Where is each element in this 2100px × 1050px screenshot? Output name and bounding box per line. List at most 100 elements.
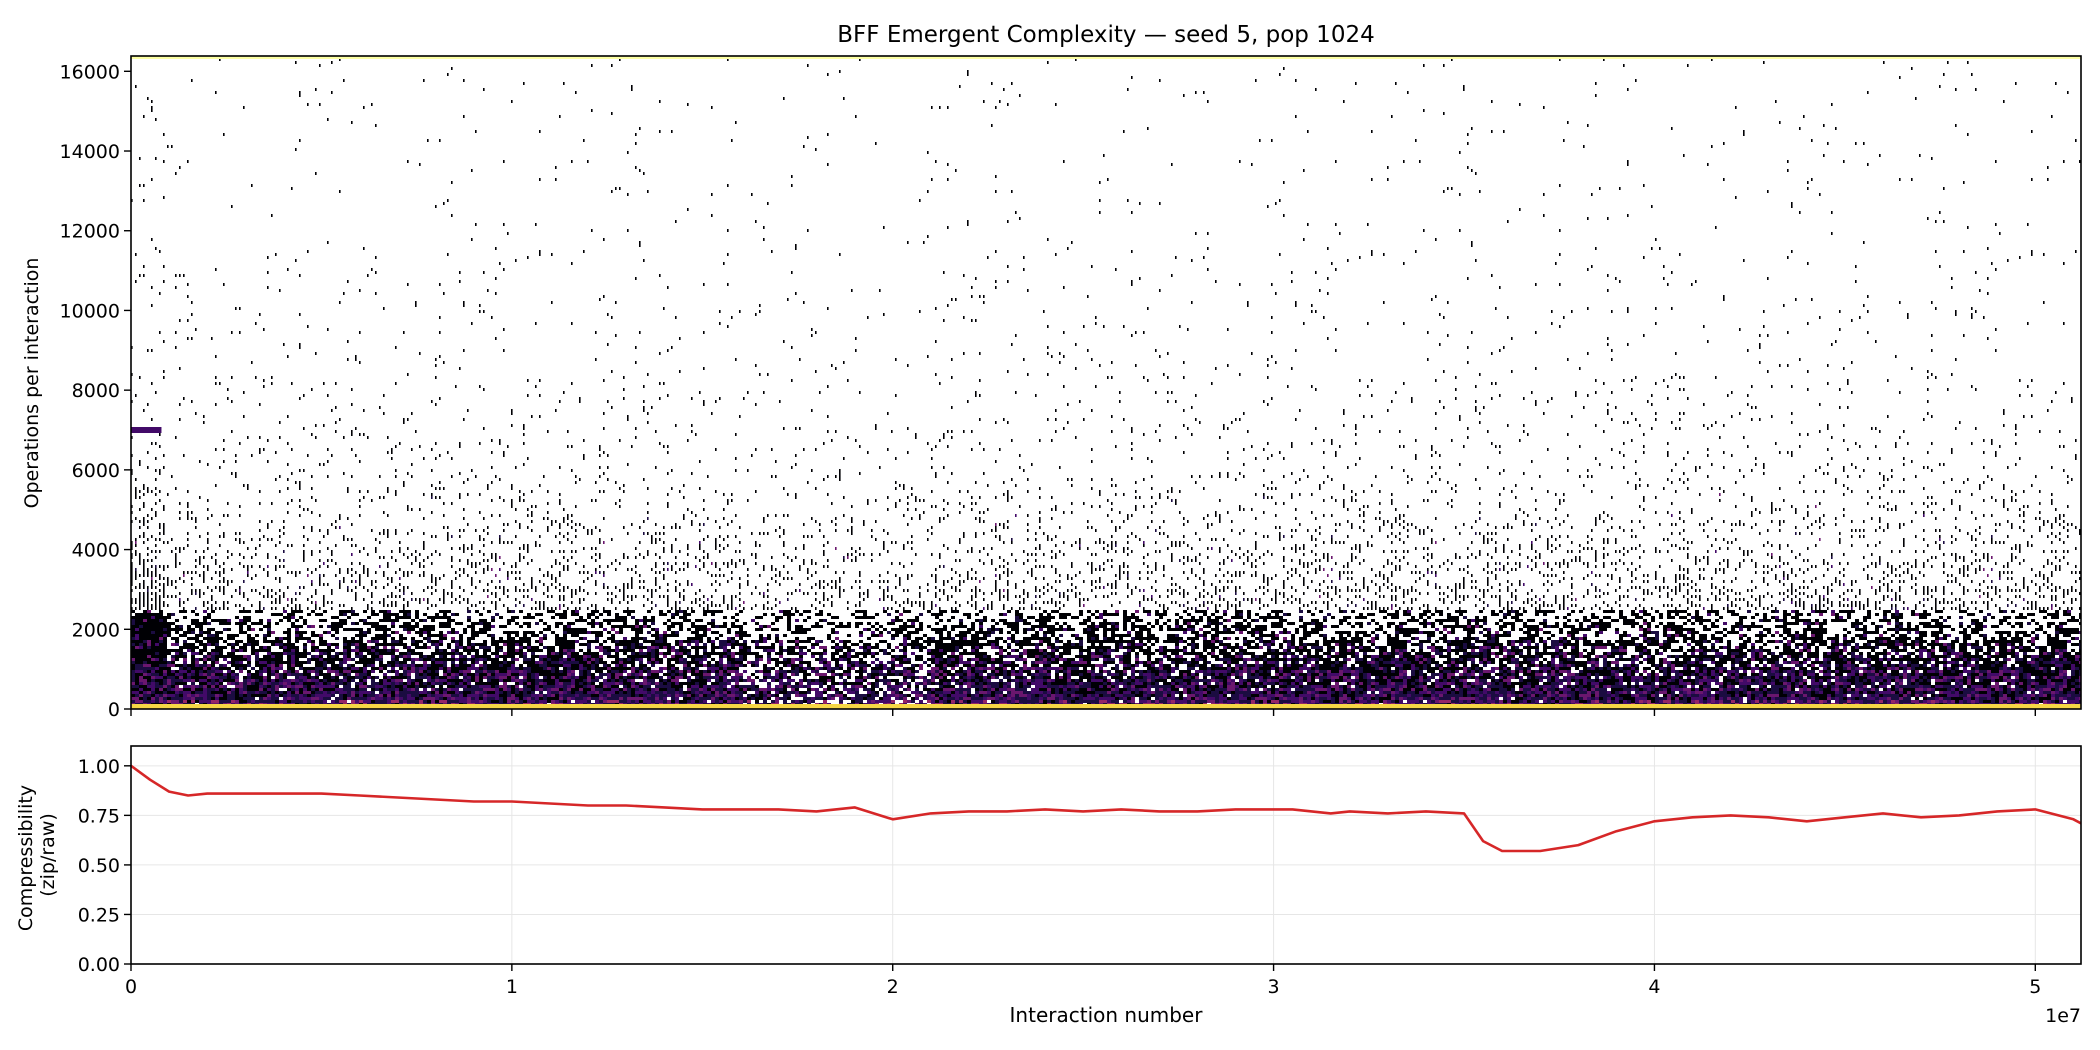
heatmap-cell [439,610,443,613]
heatmap-cell [303,700,307,703]
heatmap-cell [147,451,149,454]
heatmap-cell [355,676,359,679]
heatmap-cell [515,652,519,655]
heatmap-cell [239,514,241,517]
heatmap-cell [643,676,647,679]
heatmap-cell [523,634,527,637]
heatmap-cell [627,697,631,700]
heatmap-cell [383,307,385,310]
heatmap-cell [579,688,583,691]
heatmap-cell [615,694,619,697]
heatmap-cell [643,652,647,655]
heatmap-cell [187,319,189,322]
heatmap-cell [283,607,285,610]
heatmap-cell [219,667,223,670]
heatmap-cell [423,619,427,622]
heatmap-cell [471,604,473,607]
heatmap-cell [135,613,139,616]
heatmap-cell [299,691,303,694]
heatmap-cell [155,571,157,574]
heatmap-cell [439,496,441,499]
heatmap-cell [463,529,465,532]
heatmap-cell [435,634,439,637]
heatmap-cell [191,676,195,679]
heatmap-cell [247,610,251,613]
heatmap-cell [143,616,147,619]
heatmap-cell [187,691,191,694]
heatmap-cell [215,634,219,637]
heatmap-cell [239,649,243,652]
heatmap-cell [159,292,161,295]
heatmap-cell [187,598,189,601]
heatmap-cell [603,583,605,586]
heatmap-cell [135,253,137,256]
heatmap-cell [515,589,517,592]
heatmap-cell [567,559,569,562]
heatmap-cell [579,586,581,589]
heatmap-cell [275,577,277,580]
heatmap-cell [391,580,393,583]
heatmap-cell [175,556,177,559]
heatmap-cell [139,652,143,655]
heatmap-cell [519,694,523,697]
heatmap-cell [519,523,521,526]
heatmap-cell [411,625,415,628]
heatmap-cell [371,670,375,673]
heatmap-cell [607,688,611,691]
heatmap-cell [479,646,483,649]
heatmap-cell [575,607,577,610]
heatmap-cell [503,688,507,691]
heatmap-cell [491,664,495,667]
heatmap-cell [579,685,583,688]
heatmap-cell [147,625,151,628]
heatmap-cell [299,637,303,640]
heatmap-cell [267,670,271,673]
heatmap-cell [135,697,139,700]
heatmap-cell [131,652,135,655]
heatmap-cell [287,655,291,658]
heatmap-cell [535,664,539,667]
heatmap-cell [655,661,659,664]
heatmap-cell [507,688,511,691]
heatmap-cell [303,508,305,511]
heatmap-cell [595,526,597,529]
heatmap-cell [155,652,159,655]
heatmap-cell [243,646,247,649]
heatmap-cell [139,658,143,661]
heatmap-cell [599,643,603,646]
heatmap-cell [615,673,619,676]
heatmap-cell [563,565,565,568]
heatmap-cell [391,682,395,685]
heatmap-cell [163,577,165,580]
heatmap-cell [403,661,407,664]
heatmap-cell [623,643,627,646]
heatmap-cell [655,673,659,676]
heatmap-cell [323,424,325,427]
heatmap-cell [287,604,289,607]
heatmap-cell [447,73,449,76]
heatmap-cell [259,661,263,664]
heatmap-cell [435,376,437,379]
heatmap-cell [303,649,307,652]
heatmap-cell [567,658,571,661]
heatmap-cell [211,667,215,670]
heatmap-cell [567,565,569,568]
heatmap-cell [375,571,377,574]
heatmap-cell [483,601,485,604]
heatmap-cell [547,589,549,592]
heatmap-cell [403,676,407,679]
heatmap-cell [651,643,655,646]
heatmap-cell [259,436,261,439]
heatmap-cell [167,493,169,496]
heatmap-cell [227,514,229,517]
heatmap-cell [651,535,653,538]
heatmap-cell [359,550,361,553]
heatmap-cell [587,616,591,619]
heatmap-cell [431,496,433,499]
heatmap-cell [387,661,391,664]
heatmap-cell [207,658,211,661]
heatmap-cell [363,670,367,673]
heatmap-cell [663,688,667,691]
heatmap-cell [159,577,161,580]
heatmap-cell [255,694,259,697]
